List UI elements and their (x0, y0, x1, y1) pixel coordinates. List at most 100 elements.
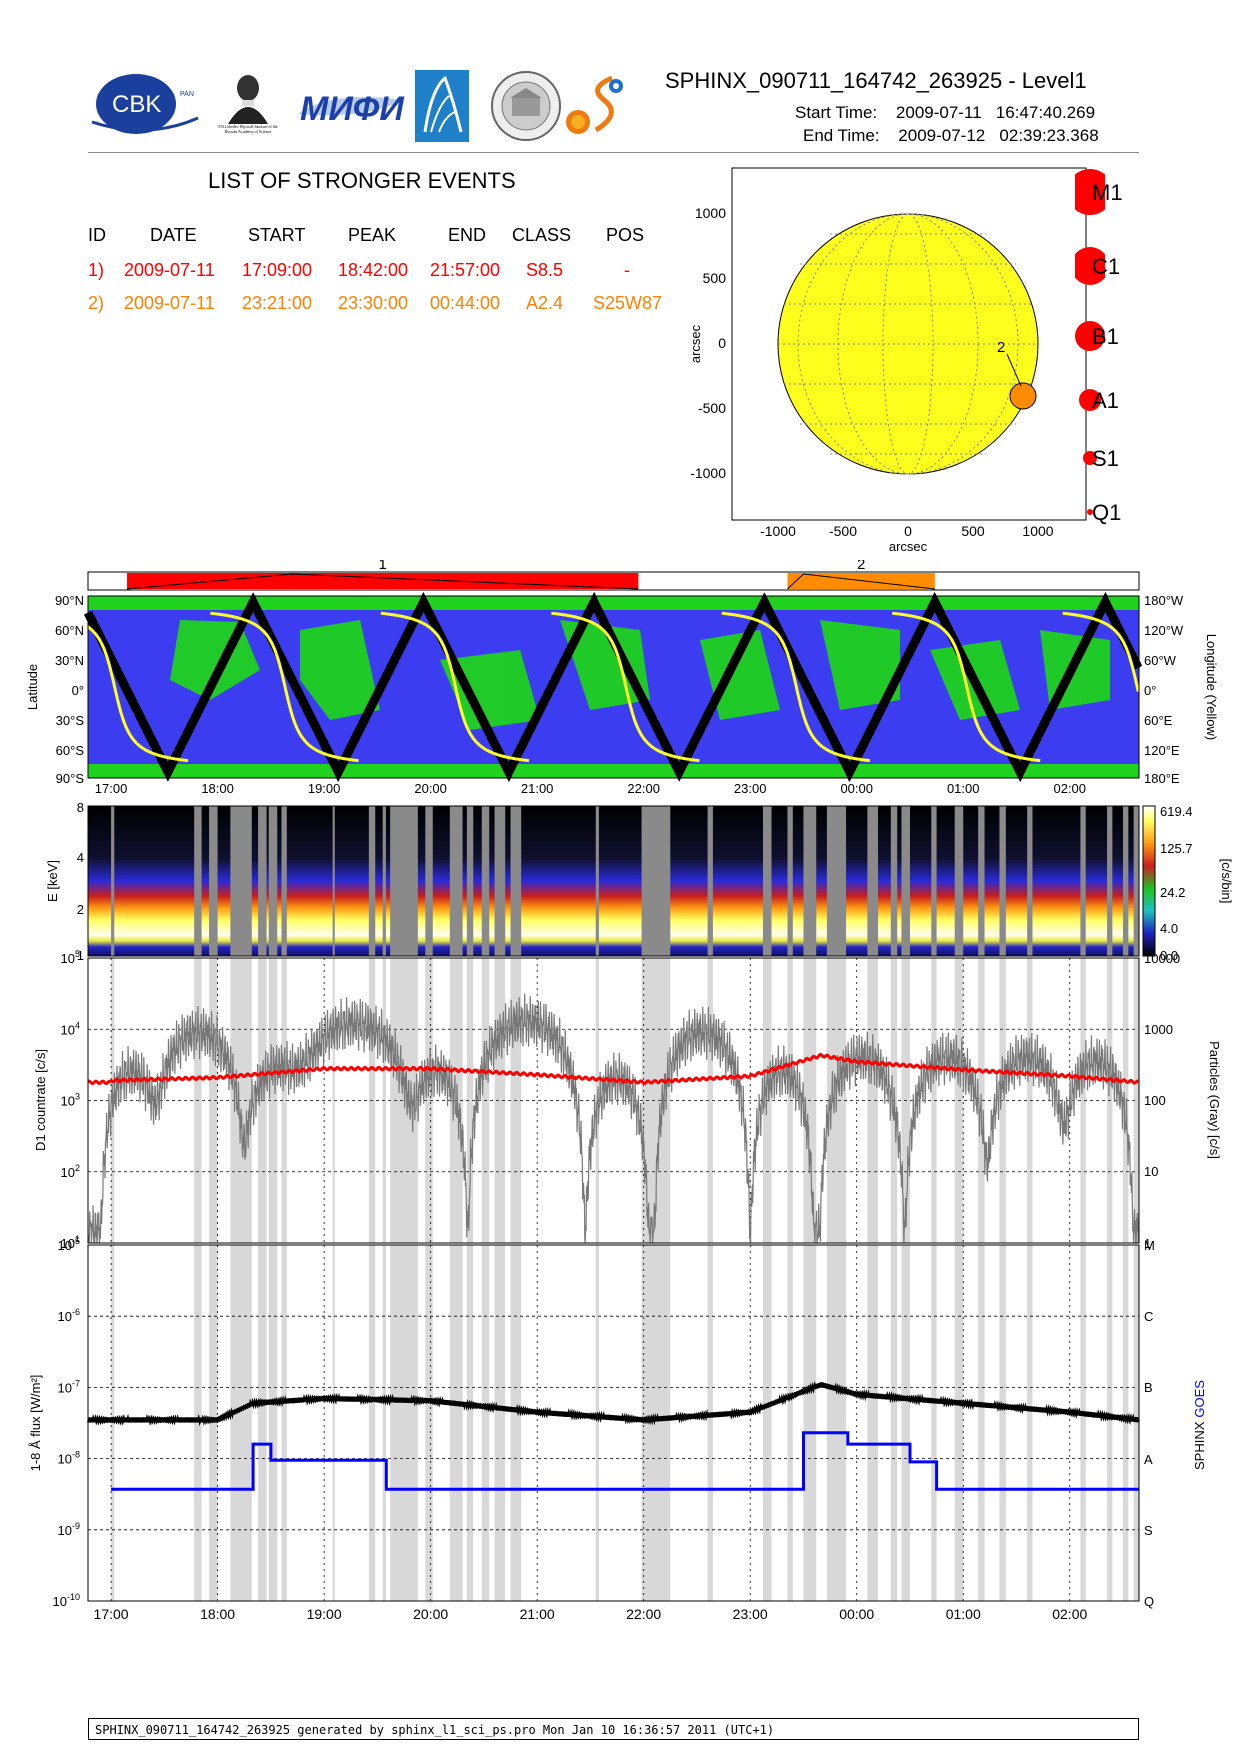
data-gap (787, 806, 793, 956)
col-date: DATE (150, 225, 197, 245)
legend-dot-c1 (1075, 247, 1105, 285)
lon-tick: 0° (1144, 683, 1156, 698)
spectrogram-panel: 8 4 2 1 E [keV] 619.4 125.7 24.2 4.0 0.0… (45, 800, 1234, 963)
log-tick: 10-6 (58, 1307, 80, 1324)
countrate-panel: 105 104 103 102 101 10000 1000 100 10 1 D1 c… (33, 949, 1222, 1251)
log-tick: 104 (61, 1020, 80, 1037)
log-tick: 10-7 (58, 1378, 80, 1395)
data-gap (449, 1245, 463, 1601)
data-gap (449, 806, 463, 956)
data-gap (466, 958, 474, 1243)
data-gap (1133, 958, 1139, 1243)
sphinx-flux-series (87, 1380, 1140, 1427)
events-title: LIST OF STRONGER EVENTS (208, 168, 516, 193)
lat-tick: 90°S (56, 771, 85, 786)
event-peak: 18:42:00 (338, 260, 409, 280)
sun-y-tick: -500 (698, 400, 726, 416)
data-gap (494, 806, 506, 956)
institute-logo (415, 70, 469, 142)
end-time-value: 2009-07-12 02:39:23.368 (898, 126, 1099, 145)
goes-class-tick: B (1144, 1380, 1153, 1395)
time-tick: 20:00 (414, 781, 447, 796)
event-2-profile (787, 573, 935, 590)
data-gap (390, 806, 418, 956)
goes-class-tick: C (1144, 1309, 1153, 1324)
particles-tick: 1 (1144, 1236, 1151, 1251)
sphinx-legend-label: SPHINX (1192, 1421, 1207, 1470)
orbit-panel: 90°N 60°N 30°N 0° 30°S 60°S 90°S 180°W 1… (25, 591, 1219, 796)
goes-class-tick: A (1144, 1452, 1153, 1467)
data-gap (595, 806, 599, 956)
energy-tick: 4 (77, 850, 84, 865)
data-gap (931, 958, 937, 1243)
lat-tick: 30°N (55, 653, 84, 668)
data-gap (867, 958, 879, 1243)
data-gap (1080, 1245, 1086, 1601)
sun-map: 2 -1000 -500 0 500 1000 arcsec 1000 500 … (690, 167, 1087, 554)
legend-dot-a1 (1079, 389, 1101, 411)
seal-logo (490, 70, 562, 142)
longitude-axis-label: Longitude (Yellow) (1204, 634, 1219, 740)
countrate-axis-label: D1 countrate [c/s] (33, 1049, 48, 1151)
data-gap (368, 806, 376, 956)
legend-label-c1: C1 (1092, 254, 1121, 279)
event-pos: - (624, 260, 630, 280)
data-gap (510, 1245, 522, 1601)
time-tick: 21:00 (521, 781, 554, 796)
log-tick: 10-5 (58, 1236, 80, 1253)
data-gap (268, 1245, 278, 1601)
event-end: 21:57:00 (430, 260, 501, 280)
sun-y-label: arcsec (690, 324, 703, 363)
data-gap (258, 1245, 267, 1601)
particles-tick: 10 (1144, 1164, 1158, 1179)
time-tick: 19:00 (307, 1606, 342, 1622)
sun-disk (777, 213, 1039, 475)
data-gap (1027, 1245, 1033, 1601)
time-tick: 00:00 (840, 781, 873, 796)
data-gap (978, 806, 985, 956)
lat-tick: 60°S (56, 743, 85, 758)
lon-tick: 120°E (1144, 743, 1180, 758)
colorbar-tick: 0.0 (1160, 948, 1178, 963)
data-gap (595, 1245, 599, 1601)
data-gap (332, 958, 335, 1243)
data-gap (1123, 958, 1129, 1243)
event-2-marker (1009, 382, 1037, 410)
data-gap (826, 1245, 847, 1601)
sun-y-tick: 0 (718, 335, 726, 351)
legend-label-q1: Q1 (1092, 500, 1122, 525)
event-start: 23:21:00 (242, 293, 313, 313)
data-gap (999, 1245, 1006, 1601)
time-tick: 01:00 (946, 1606, 981, 1622)
time-tick: 02:00 (1053, 781, 1086, 796)
data-gap (258, 806, 267, 956)
event-2-label: 2 (997, 339, 1005, 356)
data-gap (382, 806, 386, 956)
header-divider (88, 152, 1139, 153)
time-tick: 22:00 (627, 781, 660, 796)
legend-dot-m1 (1075, 169, 1105, 215)
data-gap (762, 1245, 772, 1601)
event-timeline: 1 2 (87, 560, 1140, 591)
mifi-logo-text: МИФИ (300, 90, 405, 128)
lat-tick: 90°N (55, 593, 84, 608)
particles-axis-label: Particles (Gray) [c/s] (1207, 1041, 1222, 1159)
data-gap (954, 806, 964, 956)
lon-tick: 180°W (1144, 593, 1184, 608)
data-gap (481, 1245, 490, 1601)
lon-tick: 60°W (1144, 653, 1177, 668)
time-tick: 20:00 (413, 1606, 448, 1622)
latitude-track (83, 591, 1143, 783)
cbk-logo: CBK PAN (88, 70, 200, 142)
data-gap (425, 806, 433, 956)
data-gap (510, 806, 522, 956)
lon-tick: 120°W (1144, 623, 1184, 638)
legend-label-a1: A1 (1092, 388, 1119, 413)
log-tick: 10-10 (53, 1592, 80, 1609)
goes-legend-label: GOES (1192, 1380, 1207, 1418)
particles-tick: 10000 (1144, 951, 1180, 966)
colorbar-label: [c/s/bin] (1219, 859, 1234, 904)
sun-y-tick: -1000 (690, 465, 726, 481)
sun-x-tick: 500 (961, 523, 985, 539)
data-gap (890, 806, 898, 956)
